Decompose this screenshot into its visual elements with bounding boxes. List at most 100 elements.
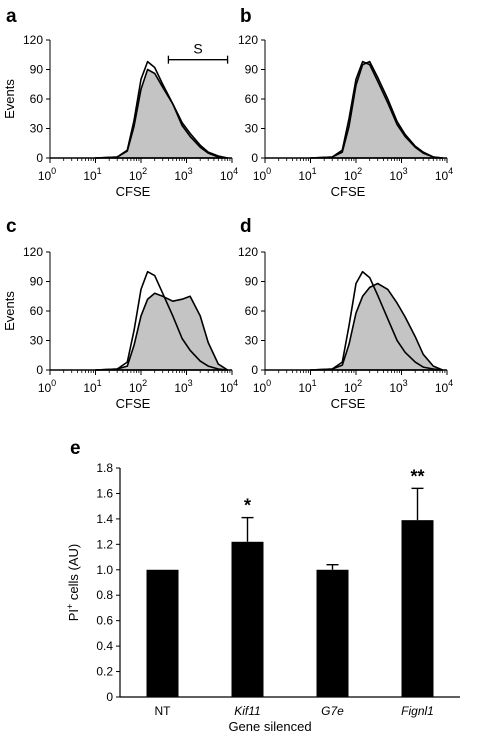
bar-fignl1 (401, 520, 434, 697)
x-tick-exp: 0 (51, 166, 56, 176)
histogram-filled-d (309, 282, 444, 371)
y-tick-label-e: 0.6 (96, 614, 113, 628)
x-tick-exp: 4 (448, 378, 453, 388)
y-tick-label-c: 120 (23, 245, 43, 259)
x-tick-label-d: 102 (344, 378, 362, 395)
x-tick-base: 10 (174, 381, 188, 395)
significance-marker-kif11: * (244, 496, 251, 516)
y-tick-label-b: 30 (245, 122, 259, 136)
x-tick-base: 10 (389, 169, 403, 183)
y-axis-title-e: PI+ cells (AU) (65, 544, 81, 622)
histogram-filled-b (309, 60, 444, 159)
y-axis-title-sup: + (65, 604, 75, 609)
x-tick-exp: 3 (403, 166, 408, 176)
y-tick-label-d: 90 (245, 275, 259, 289)
x-tick-base: 10 (253, 169, 267, 183)
x-tick-exp: 2 (357, 378, 362, 388)
x-tick-label-d: 101 (298, 378, 316, 395)
x-tick-base: 10 (220, 381, 234, 395)
x-tick-label-a: 101 (83, 166, 101, 183)
x-tick-base: 10 (129, 381, 143, 395)
y-tick-label-b: 60 (245, 92, 259, 106)
x-tick-label-c: 102 (129, 378, 147, 395)
x-axis-title-a: CFSE (116, 184, 151, 199)
bar-kif11 (231, 541, 264, 697)
histogram-outline-d (310, 270, 443, 371)
x-tick-base: 10 (83, 381, 97, 395)
y-tick-label-d: 0 (251, 363, 258, 377)
histogram-outline-a (95, 60, 228, 159)
x-tick-label-c: 101 (83, 378, 101, 395)
x-tick-label-a: 104 (220, 166, 238, 183)
x-tick-base: 10 (129, 169, 143, 183)
x-tick-exp: 4 (233, 378, 238, 388)
histogram-outline-c (95, 270, 228, 371)
x-axis-title-e: Gene silenced (228, 719, 311, 734)
x-tick-label-b: 102 (344, 166, 362, 183)
y-tick-label-a: 0 (36, 151, 43, 165)
x-tick-label-d: 103 (389, 378, 407, 395)
x-tick-base: 10 (298, 169, 312, 183)
y-tick-label-e: 0 (106, 690, 113, 704)
x-tick-base: 10 (83, 169, 97, 183)
y-tick-label-b: 90 (245, 63, 259, 77)
x-tick-label-b: 103 (389, 166, 407, 183)
y-tick-label-a: 30 (30, 122, 44, 136)
y-tick-label-c: 0 (36, 363, 43, 377)
y-tick-label-e: 0.8 (96, 588, 113, 602)
y-tick-label-e: 1.2 (96, 537, 113, 551)
x-tick-exp: 4 (233, 166, 238, 176)
x-tick-exp: 3 (188, 378, 193, 388)
panel-letter-c: c (6, 216, 17, 237)
x-tick-base: 10 (220, 169, 234, 183)
significance-marker-fignl1: ** (410, 466, 424, 486)
y-tick-label-b: 120 (238, 33, 258, 47)
y-tick-label-e: 1.0 (96, 563, 113, 577)
x-tick-exp: 1 (97, 166, 102, 176)
bar-nt (146, 569, 179, 697)
bar-g7e (316, 569, 349, 697)
category-label-g7e: G7e (321, 704, 344, 718)
x-tick-label-b: 100 (253, 166, 271, 183)
x-tick-exp: 1 (312, 378, 317, 388)
x-tick-label-a: 103 (174, 166, 192, 183)
y-tick-label-b: 0 (251, 151, 258, 165)
x-tick-label-d: 100 (253, 378, 271, 395)
y-tick-label-a: 120 (23, 33, 43, 47)
histogram-outline-b (310, 60, 443, 159)
x-tick-label-b: 101 (298, 166, 316, 183)
y-tick-label-e: 1.8 (96, 461, 113, 475)
category-label-nt: NT (155, 704, 172, 718)
x-tick-base: 10 (435, 169, 449, 183)
y-tick-label-d: 30 (245, 334, 259, 348)
gate-label: S (193, 41, 202, 57)
y-tick-label-e: 1.4 (96, 512, 113, 526)
x-tick-label-b: 104 (435, 166, 453, 183)
y-tick-label-a: 60 (30, 92, 44, 106)
x-tick-label-c: 100 (38, 378, 56, 395)
y-tick-label-d: 120 (238, 245, 258, 259)
y-tick-label-a: 90 (30, 63, 44, 77)
panel-letter-d: d (240, 216, 252, 237)
x-tick-base: 10 (389, 381, 403, 395)
x-tick-exp: 0 (51, 378, 56, 388)
x-tick-base: 10 (298, 381, 312, 395)
panel-e: e 0 0.2 0.4 0.6 0.8 1.0 1.2 1.4 1.6 1.8 NT * Kif11 G7e… (65, 438, 460, 734)
x-tick-exp: 0 (266, 378, 271, 388)
x-axis-title-b: CFSE (331, 184, 366, 199)
x-tick-base: 10 (344, 169, 358, 183)
x-tick-base: 10 (174, 169, 188, 183)
x-tick-exp: 3 (403, 378, 408, 388)
x-tick-exp: 1 (97, 378, 102, 388)
x-tick-base: 10 (38, 169, 52, 183)
x-tick-exp: 2 (357, 166, 362, 176)
panel-letter-a: a (6, 6, 17, 27)
x-tick-exp: 2 (142, 378, 147, 388)
histogram-filled-c (94, 292, 229, 371)
y-tick-label-c: 60 (30, 304, 44, 318)
x-tick-base: 10 (344, 381, 358, 395)
